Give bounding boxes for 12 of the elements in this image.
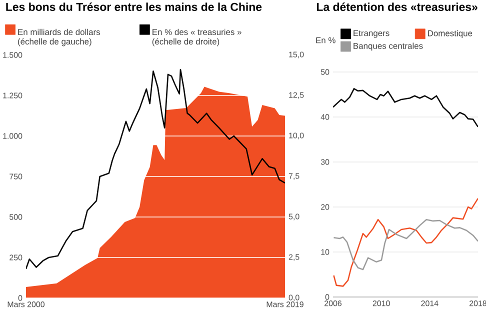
legend-label: Etrangers [354,30,390,38]
legend-label: En % des « treasuries » (échelle de droite) [152,28,242,46]
y-axis-title: En % [316,37,336,44]
legend-label: En milliards de dollars (échelle de gauche) [18,28,100,46]
line-series [26,68,285,270]
legend-label: Domestique [428,30,472,38]
line-series [333,88,478,128]
legend-label: Banques centrales [354,42,423,51]
chart-title: Les bons du Trésor entre les mains de la Chine [6,2,262,11]
line-series [333,198,478,287]
line-series [333,218,478,270]
chart-title: La détention des «treasuries» [316,2,478,12]
